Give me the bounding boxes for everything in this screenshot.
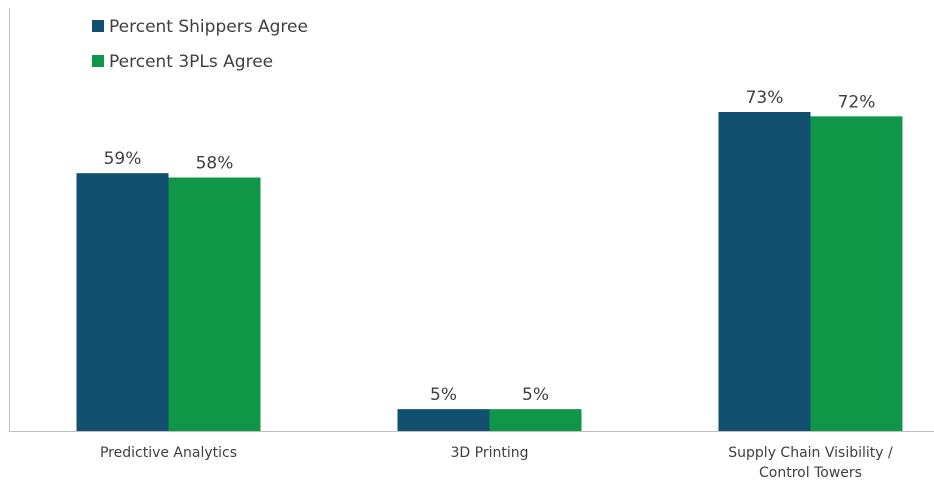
bars-group bbox=[76, 111, 903, 432]
bar-shippers-1 bbox=[397, 409, 490, 431]
legend-label-3pls: Percent 3PLs Agree bbox=[109, 52, 273, 72]
bar-3pls-1 bbox=[489, 409, 582, 431]
category-labels-group: Predictive Analytics 3D Printing Supply Ch… bbox=[100, 445, 893, 481]
bar-3pls-2 bbox=[810, 116, 903, 432]
category-label-0: Predictive Analytics bbox=[100, 445, 237, 461]
legend-item-3pls: Percent 3PLs Agree bbox=[92, 52, 273, 72]
value-label-shippers-2: 73% bbox=[746, 88, 784, 108]
category-label-2-line-1: Control Towers bbox=[759, 465, 862, 481]
legend-swatch-3pls bbox=[92, 55, 104, 67]
category-label-1: 3D Printing bbox=[451, 445, 529, 461]
value-label-3pls-0: 58% bbox=[196, 154, 234, 174]
legend-swatch-shippers bbox=[92, 20, 104, 32]
bar-shippers-0 bbox=[76, 173, 169, 432]
category-label-2-line-0: Supply Chain Visibility / bbox=[728, 445, 893, 461]
value-label-3pls-1: 5% bbox=[522, 385, 549, 405]
bar-shippers-2 bbox=[718, 111, 811, 432]
value-label-shippers-1: 5% bbox=[430, 385, 457, 405]
value-label-shippers-0: 59% bbox=[104, 149, 142, 169]
legend-item-shippers: Percent Shippers Agree bbox=[92, 17, 308, 37]
legend: Percent Shippers Agree Percent 3PLs Agre… bbox=[92, 17, 308, 72]
legend-label-shippers: Percent Shippers Agree bbox=[109, 17, 308, 37]
value-labels-group: 59% 58% 5% 5% 73% 72% bbox=[104, 88, 876, 405]
bar-3pls-0 bbox=[168, 177, 261, 431]
value-label-3pls-2: 72% bbox=[838, 92, 876, 112]
